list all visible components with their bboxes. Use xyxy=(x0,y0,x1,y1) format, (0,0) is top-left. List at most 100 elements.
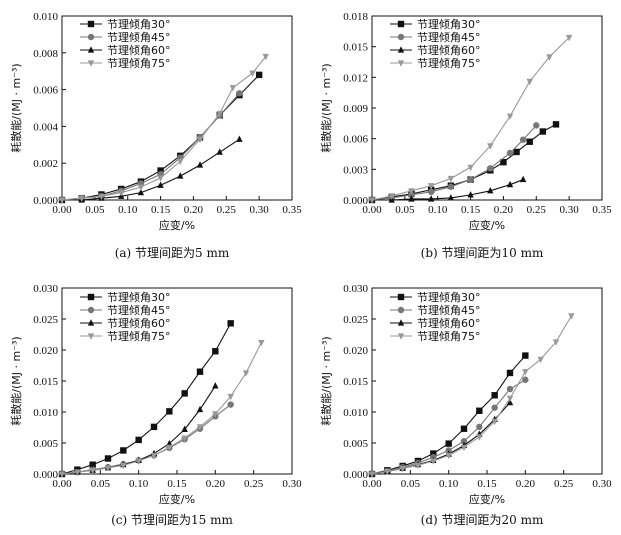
data-point-s60 xyxy=(212,382,218,388)
panel-caption-b: (b) 节理间距为10 mm xyxy=(421,246,544,260)
legend-label-s30: 节理倾角30° xyxy=(107,18,171,31)
data-point-s45 xyxy=(487,165,493,171)
y-axis-title: 耗散能/(MJ · m⁻³) xyxy=(319,336,333,425)
data-point-s30 xyxy=(120,447,126,453)
data-point-s75 xyxy=(476,434,482,440)
legend-marker-s30 xyxy=(398,21,404,27)
x-tick-label: 0.20 xyxy=(206,478,226,490)
y-axis-title: 耗散能/(MJ · m⁻³) xyxy=(319,63,333,152)
data-point-s30 xyxy=(256,72,262,78)
y-tick-label: 0.006 xyxy=(343,134,368,146)
legend-label-s60: 节理倾角60° xyxy=(107,44,171,57)
series-line-s30 xyxy=(62,323,231,474)
x-tick-label: 0.05 xyxy=(85,204,105,216)
x-tick-label: 0.20 xyxy=(184,204,204,216)
x-tick-label: 0.15 xyxy=(461,204,481,216)
chart-panel-d: 0.00 0.05 0.10 0.15 0.20 0.25 0.30 0.000 0.005 0.… xyxy=(319,283,612,527)
series-line-s60 xyxy=(62,139,239,200)
y-tick-label: 0.015 xyxy=(343,376,368,388)
y-tick-label: 0.012 xyxy=(343,72,368,84)
data-point-s60 xyxy=(236,135,242,141)
x-tick-label: 0.15 xyxy=(477,478,497,490)
data-point-s75 xyxy=(537,357,543,363)
plot-frame xyxy=(62,288,292,474)
plot-frame xyxy=(62,16,292,200)
x-tick-label: 0.35 xyxy=(282,204,302,216)
series-line-s45 xyxy=(62,405,231,474)
data-point-s30 xyxy=(513,149,519,155)
data-point-s45 xyxy=(491,404,497,410)
data-point-s45 xyxy=(507,150,513,156)
panel-caption-d: (d) 节理间距为20 mm xyxy=(421,513,544,527)
legend-marker-s60 xyxy=(398,46,404,52)
data-point-s75 xyxy=(258,340,264,346)
y-tick-label: 0.006 xyxy=(33,85,58,97)
series-line-s75 xyxy=(62,56,266,200)
y-tick-label: 0.003 xyxy=(343,164,368,176)
legend-marker-s30 xyxy=(88,21,94,27)
data-point-s30 xyxy=(553,121,559,127)
plot-frame xyxy=(372,288,602,474)
y-tick-label: 0.008 xyxy=(33,48,58,60)
x-axis-title: 应变/% xyxy=(469,218,505,232)
legend-marker-s45 xyxy=(88,34,94,40)
legend-label-s45: 节理倾角45° xyxy=(107,304,171,317)
data-point-s75 xyxy=(177,159,183,165)
legend-marker-s60 xyxy=(88,319,94,325)
chart-panel-a: 0.00 0.05 0.10 0.15 0.20 0.25 0.30 0.35 0.000 0.0… xyxy=(9,11,302,260)
y-tick-label: 0.005 xyxy=(343,438,368,450)
series-line-s60 xyxy=(372,403,510,474)
legend-label-s30: 节理倾角30° xyxy=(417,18,481,31)
data-point-s30 xyxy=(445,440,451,446)
data-point-s75 xyxy=(467,165,473,171)
legend-label-s75: 节理倾角75° xyxy=(417,330,481,343)
chart-panel-b: 0.00 0.05 0.10 0.15 0.20 0.25 0.30 0.35 0.000 0.0… xyxy=(319,11,612,260)
y-tick-label: 0.009 xyxy=(343,103,368,115)
x-tick-label: 0.05 xyxy=(395,204,415,216)
data-point-s30 xyxy=(227,320,233,326)
y-tick-label: 0.000 xyxy=(343,469,368,481)
legend-marker-s75 xyxy=(398,60,404,66)
data-point-s45 xyxy=(476,424,482,430)
panel-caption-c: (c) 节理间距为15 mm xyxy=(111,513,233,527)
y-tick-label: 0.020 xyxy=(343,345,368,357)
series-line-s45 xyxy=(372,380,525,474)
x-tick-label: 0.10 xyxy=(129,478,149,490)
y-tick-label: 0.005 xyxy=(33,438,58,450)
x-tick-label: 0.15 xyxy=(151,204,171,216)
x-tick-label: 0.30 xyxy=(592,478,612,490)
y-tick-label: 0.025 xyxy=(343,314,368,326)
data-point-s75 xyxy=(230,85,236,91)
data-point-s45 xyxy=(522,377,528,383)
x-tick-label: 0.10 xyxy=(118,204,138,216)
y-tick-label: 0.000 xyxy=(33,195,58,207)
data-point-s45 xyxy=(467,176,473,182)
data-point-s30 xyxy=(135,437,141,443)
data-point-s60 xyxy=(520,176,526,182)
legend-label-s60: 节理倾角60° xyxy=(107,317,171,330)
legend-label-s45: 节理倾角45° xyxy=(417,31,481,44)
series-line-s75 xyxy=(62,343,261,474)
data-point-s30 xyxy=(166,408,172,414)
data-point-s30 xyxy=(197,369,203,375)
x-tick-label: 0.35 xyxy=(592,204,612,216)
y-tick-label: 0.004 xyxy=(33,121,58,133)
legend-label-s30: 节理倾角30° xyxy=(107,291,171,304)
y-tick-label: 0.030 xyxy=(33,283,58,295)
y-tick-label: 0.015 xyxy=(343,42,368,54)
y-tick-label: 0.010 xyxy=(343,407,368,419)
x-tick-label: 0.25 xyxy=(244,478,264,490)
y-tick-label: 0.025 xyxy=(33,314,58,326)
legend-label-s45: 节理倾角45° xyxy=(417,304,481,317)
data-point-s45 xyxy=(533,122,539,128)
x-axis-title: 应变/% xyxy=(469,492,505,506)
data-point-s60 xyxy=(177,172,183,178)
legend-marker-s75 xyxy=(398,333,404,339)
x-tick-label: 0.30 xyxy=(560,204,580,216)
series-line-s45 xyxy=(372,125,536,200)
legend-label-s75: 节理倾角75° xyxy=(107,330,171,343)
data-point-s60 xyxy=(197,161,203,167)
data-point-s30 xyxy=(507,370,513,376)
legend-marker-s45 xyxy=(398,34,404,40)
x-tick-label: 0.30 xyxy=(250,204,270,216)
